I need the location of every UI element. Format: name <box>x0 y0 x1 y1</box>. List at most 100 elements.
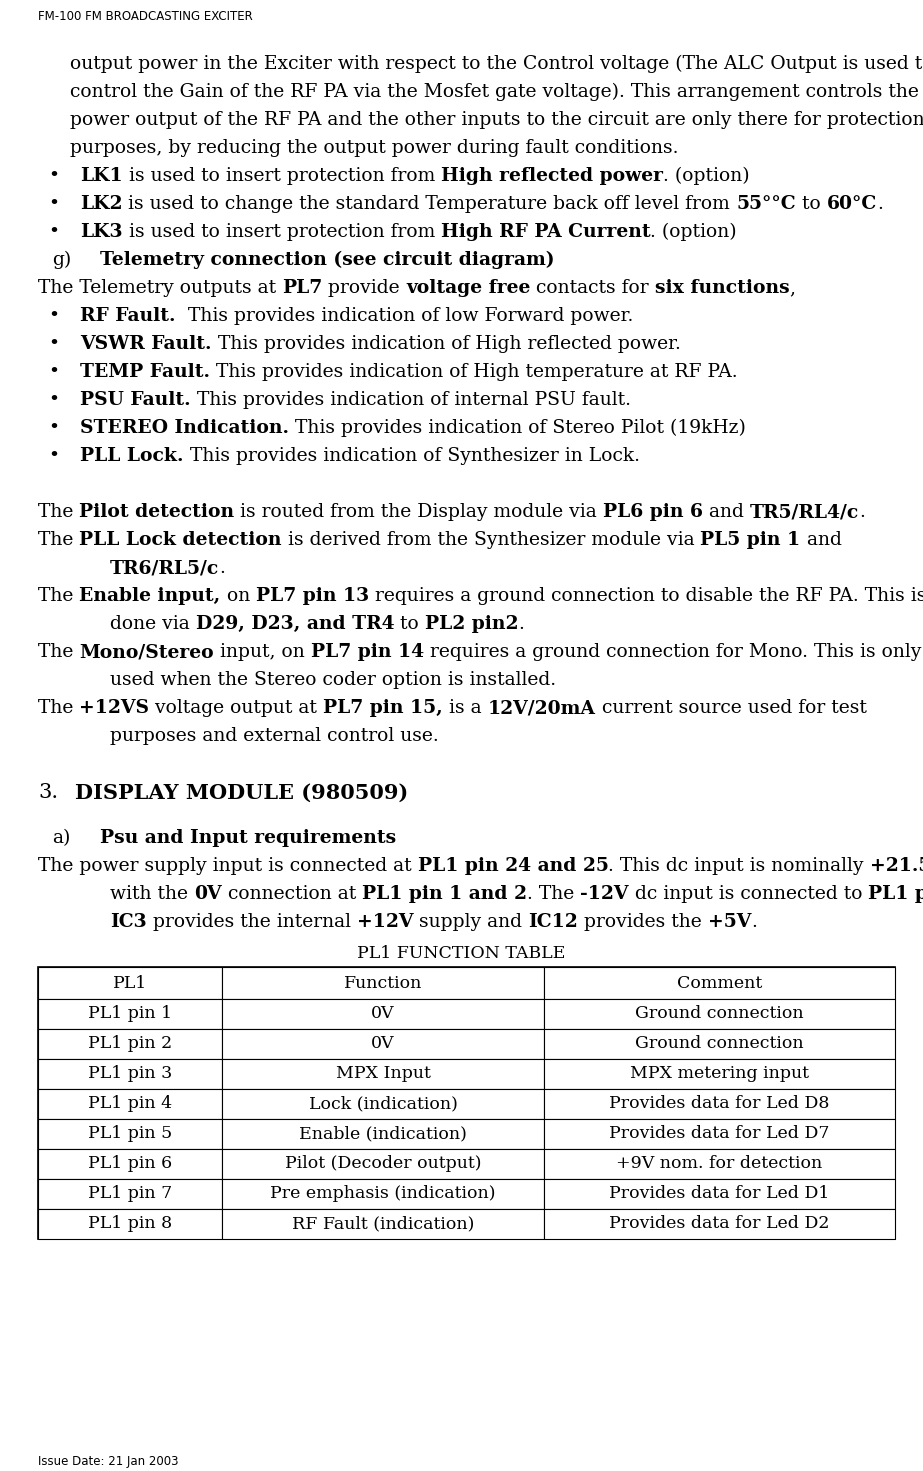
Bar <box>222 1119 544 1149</box>
Text: +9V nom. for detection: +9V nom. for detection <box>617 1156 822 1172</box>
Text: to: to <box>796 196 827 213</box>
Bar <box>222 999 544 1030</box>
Text: •: • <box>48 391 59 409</box>
Text: voltage free: voltage free <box>406 279 531 297</box>
Text: MPX Input: MPX Input <box>335 1065 430 1083</box>
Text: The: The <box>38 503 79 521</box>
Text: 12V/20mA: 12V/20mA <box>487 699 595 716</box>
Text: PL1 pin 24 and 25: PL1 pin 24 and 25 <box>417 858 608 875</box>
Text: Issue Date: 21 Jan 2003: Issue Date: 21 Jan 2003 <box>38 1455 178 1468</box>
Text: . The: . The <box>527 886 581 903</box>
Bar <box>544 1030 895 1059</box>
Text: 0V: 0V <box>194 886 222 903</box>
Text: provide: provide <box>322 279 406 297</box>
Text: Provides data for Led D2: Provides data for Led D2 <box>609 1215 830 1233</box>
Bar <box>38 1059 222 1089</box>
Text: purposes and external control use.: purposes and external control use. <box>110 727 438 744</box>
Bar <box>38 1119 222 1149</box>
Text: Function: Function <box>343 974 422 991</box>
Text: done via: done via <box>110 615 196 633</box>
Text: PL7 pin 14: PL7 pin 14 <box>311 643 424 660</box>
Text: is used to change the standard Temperature back off level from: is used to change the standard Temperatu… <box>123 196 737 213</box>
Text: provides the internal: provides the internal <box>147 913 357 931</box>
Bar <box>544 966 895 999</box>
Text: The: The <box>38 699 79 716</box>
Text: ,: , <box>789 279 796 297</box>
Text: supply and: supply and <box>414 913 528 931</box>
Text: .: . <box>859 503 865 521</box>
Text: •: • <box>48 307 59 325</box>
Text: . (option): . (option) <box>651 224 737 241</box>
Bar <box>38 1209 222 1239</box>
Text: The Telemetry outputs at: The Telemetry outputs at <box>38 279 282 297</box>
Text: FM-100 FM BROADCASTING EXCITER: FM-100 FM BROADCASTING EXCITER <box>38 10 253 24</box>
Text: RF Fault.: RF Fault. <box>80 307 175 325</box>
Text: •: • <box>48 196 59 213</box>
Text: dc input is connected to: dc input is connected to <box>629 886 869 903</box>
Text: 3.: 3. <box>38 783 58 802</box>
Text: PL1 pin 6: PL1 pin 6 <box>88 1156 173 1172</box>
Text: purposes, by reducing the output power during fault conditions.: purposes, by reducing the output power d… <box>70 138 678 157</box>
Text: •: • <box>48 335 59 353</box>
Text: TEMP Fault.: TEMP Fault. <box>80 363 210 381</box>
Text: on: on <box>221 587 256 605</box>
Text: Mono/Stereo: Mono/Stereo <box>79 643 214 660</box>
Bar <box>544 1178 895 1209</box>
Text: is routed from the Display module via: is routed from the Display module via <box>234 503 604 521</box>
Text: High RF PA Current: High RF PA Current <box>441 224 651 241</box>
Text: •: • <box>48 168 59 185</box>
Bar <box>38 966 895 1239</box>
Text: Enable input,: Enable input, <box>79 587 221 605</box>
Text: •: • <box>48 363 59 381</box>
Text: Ground connection: Ground connection <box>635 1036 804 1052</box>
Text: .: . <box>220 559 225 577</box>
Text: .: . <box>519 615 524 633</box>
Text: PL1 FUNCTION TABLE: PL1 FUNCTION TABLE <box>357 944 566 962</box>
Text: control the Gain of the RF PA via the Mosfet gate voltage). This arrangement con: control the Gain of the RF PA via the Mo… <box>70 82 919 101</box>
Text: voltage output at: voltage output at <box>150 699 323 716</box>
Text: DISPLAY MODULE (980509): DISPLAY MODULE (980509) <box>75 783 408 803</box>
Text: PL7 pin 15,: PL7 pin 15, <box>323 699 443 716</box>
Text: to: to <box>394 615 426 633</box>
Text: PL1 pin 5: PL1 pin 5 <box>88 1125 173 1143</box>
Text: used when the Stereo coder option is installed.: used when the Stereo coder option is ins… <box>110 671 557 688</box>
Text: STEREO Indication.: STEREO Indication. <box>80 419 289 437</box>
Bar <box>38 999 222 1030</box>
Bar <box>38 1089 222 1119</box>
Text: PL1 pin 2: PL1 pin 2 <box>88 1036 173 1052</box>
Text: g): g) <box>52 252 71 269</box>
Bar <box>544 1209 895 1239</box>
Text: •: • <box>48 447 59 465</box>
Text: D29, D23, and TR4: D29, D23, and TR4 <box>196 615 394 633</box>
Text: TR6/RL5/c: TR6/RL5/c <box>110 559 220 577</box>
Text: current source used for test: current source used for test <box>595 699 867 716</box>
Text: a): a) <box>52 830 70 847</box>
Text: output power in the Exciter with respect to the Control voltage (The ALC Output : output power in the Exciter with respect… <box>70 54 923 74</box>
Text: PL1 pin 21: PL1 pin 21 <box>869 886 923 903</box>
Text: PL6 pin 6: PL6 pin 6 <box>604 503 703 521</box>
Text: input, on: input, on <box>214 643 311 660</box>
Bar <box>222 1149 544 1178</box>
Text: +5V: +5V <box>708 913 751 931</box>
Text: is used to insert protection from: is used to insert protection from <box>123 168 441 185</box>
Text: with the: with the <box>110 886 194 903</box>
Bar <box>222 1030 544 1059</box>
Text: •: • <box>48 224 59 241</box>
Text: The: The <box>38 531 79 549</box>
Bar <box>222 966 544 999</box>
Text: and: and <box>703 503 750 521</box>
Text: Enable (indication): Enable (indication) <box>299 1125 467 1143</box>
Text: IC12: IC12 <box>528 913 578 931</box>
Bar <box>544 1059 895 1089</box>
Text: PL1 pin 1: PL1 pin 1 <box>88 1006 173 1022</box>
Text: Provides data for Led D1: Provides data for Led D1 <box>609 1186 830 1202</box>
Text: +12VS: +12VS <box>79 699 150 716</box>
Text: This provides indication of internal PSU fault.: This provides indication of internal PSU… <box>191 391 630 409</box>
Text: is used to insert protection from: is used to insert protection from <box>123 224 441 241</box>
Text: This provides indication of High temperature at RF PA.: This provides indication of High tempera… <box>210 363 737 381</box>
Text: PL1 pin 8: PL1 pin 8 <box>88 1215 173 1233</box>
Text: PL5 pin 1: PL5 pin 1 <box>701 531 800 549</box>
Bar <box>222 1209 544 1239</box>
Bar <box>222 1059 544 1089</box>
Text: 60°C: 60°C <box>827 196 877 213</box>
